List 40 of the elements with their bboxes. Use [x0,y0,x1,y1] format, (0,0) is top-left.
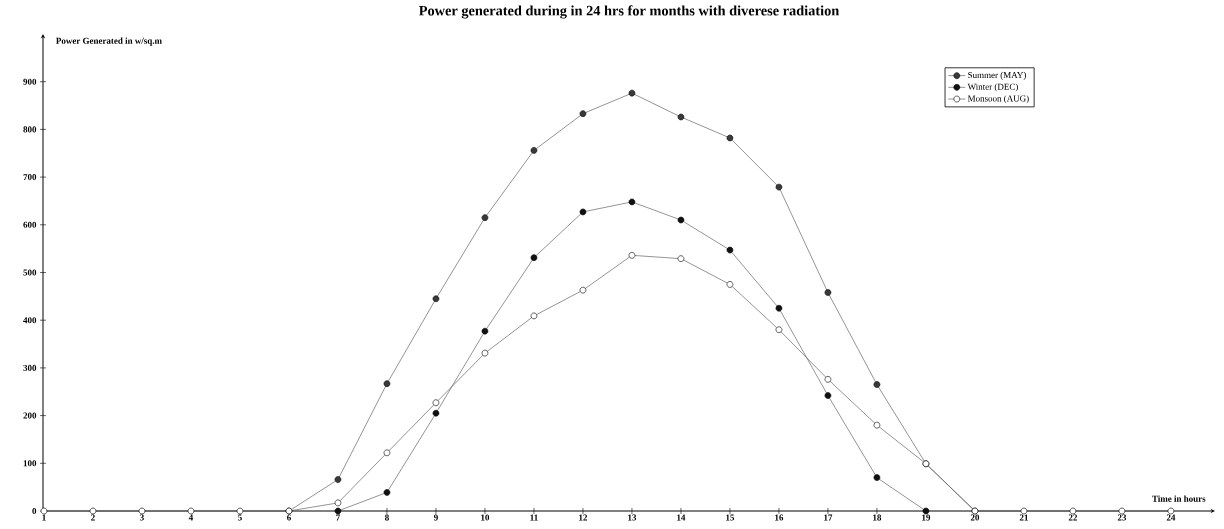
x-tick-label: 20 [970,514,980,521]
y-tick-label: 700 [23,174,37,181]
x-tick-label: 22 [1068,514,1078,521]
y-axis-title: Power Generated in w/sq.m [56,37,162,46]
x-tick-label: 3 [140,514,144,521]
x-axis-title: Time in hours [1152,495,1206,502]
x-tick-label: 14 [677,514,686,521]
x-tick-label: 4 [188,514,194,521]
x-tick-label: 18 [873,514,882,521]
y-tick-label: 300 [23,364,37,371]
x-tick-label: 11 [530,514,538,521]
y-tick-label: 100 [23,460,37,467]
x-tick-label: 13 [628,514,637,521]
x-tick-label: 6 [287,514,291,521]
x-tick-label: 9 [433,514,438,521]
x-tick-label: 24 [1166,514,1176,521]
y-tick-label: 200 [23,412,37,419]
x-tick-label: 21 [1019,514,1028,521]
x-tick-label: 16 [775,514,784,521]
y-tick-label: 900 [23,78,37,85]
x-tick-label: 15 [726,514,735,521]
x-tick-label: 10 [481,514,490,521]
x-tick-label: 8 [385,514,389,521]
legend-label: Summer (MAY) [968,71,1026,80]
y-tick-label: 0 [32,507,37,515]
x-tick-label: 1 [42,514,46,521]
x-tick-label: 23 [1117,514,1127,521]
y-tick-label: 600 [23,221,37,228]
x-tick-label: 7 [336,514,340,521]
x-tick-label: 5 [238,514,242,521]
legend-label: Monsoon (AUG) [967,95,1029,104]
x-tick-label: 12 [579,514,588,521]
chart-title: Power generated during in 24 hrs for months with diverese radiation [418,5,840,19]
y-tick-label: 400 [23,317,37,324]
x-tick-label: 2 [91,514,95,521]
y-tick-label: 500 [23,269,37,276]
x-tick-label: 17 [824,514,833,521]
x-tick-label: 19 [922,514,931,521]
y-tick-label: 800 [23,126,37,133]
legend-label: Winter (DEC) [967,83,1018,92]
